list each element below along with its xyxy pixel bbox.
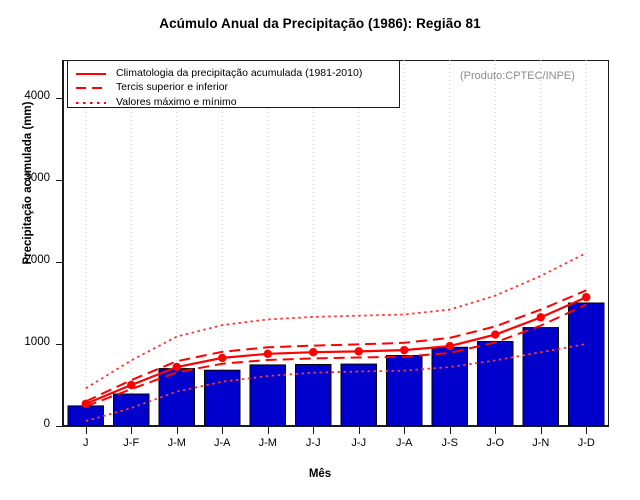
climatology-marker xyxy=(400,345,409,355)
bar xyxy=(295,364,332,427)
x-axis-tick xyxy=(449,427,451,434)
y-axis-label: 3000 xyxy=(24,172,50,184)
x-axis-label: J-J xyxy=(351,437,367,449)
x-axis-tick xyxy=(540,427,542,434)
tercil-curve xyxy=(85,289,587,403)
chart-canvas xyxy=(67,60,605,427)
x-axis-label: J-M xyxy=(258,437,277,449)
x-axis-label: J-M xyxy=(167,437,186,449)
x-axis-label: J-J xyxy=(305,437,321,449)
legend-label: Valores máximo e mínimo xyxy=(116,95,237,108)
climatology-marker xyxy=(263,349,272,359)
y-axis-label: 4000 xyxy=(24,90,50,102)
y-axis-title: Precipitação acumulada (mm) xyxy=(22,101,34,265)
chart-title: Acúmulo Anual da Precipitação (1986): Re… xyxy=(159,16,481,31)
climatology-marker xyxy=(309,348,318,357)
climatology-marker xyxy=(582,293,591,302)
y-axis-tick xyxy=(56,344,63,345)
x-axis-label: J-D xyxy=(577,437,595,449)
bar xyxy=(522,327,559,427)
climatology-marker xyxy=(81,399,90,409)
tercil-curve xyxy=(85,303,587,408)
chart-legend: Climatologia da precipitação acumulada (… xyxy=(67,60,400,108)
climatology-marker xyxy=(491,330,500,339)
x-axis-label: J-A xyxy=(214,437,231,449)
x-axis-tick xyxy=(176,427,178,434)
bar xyxy=(113,393,150,427)
x-axis-tick xyxy=(586,427,588,434)
x-axis-label: J-A xyxy=(396,437,413,449)
y-axis-label: 0 xyxy=(43,418,50,430)
x-axis-tick xyxy=(267,427,269,434)
bar xyxy=(67,405,104,427)
x-axis-label: J-F xyxy=(123,437,140,449)
x-axis-label: J-O xyxy=(486,437,505,449)
x-axis-tick xyxy=(222,427,224,434)
plot-frame xyxy=(63,60,609,426)
x-axis-line xyxy=(63,426,609,427)
solid-line-key xyxy=(74,67,108,79)
bar xyxy=(340,363,377,427)
climatology-marker xyxy=(218,353,227,363)
climatology-marker xyxy=(354,347,363,356)
y-axis-tick xyxy=(56,262,63,263)
bar xyxy=(204,369,241,427)
legend-item: Tercis superior e inferior xyxy=(74,81,393,95)
bar xyxy=(386,354,423,427)
y-axis-tick xyxy=(56,180,63,181)
product-annotation: (Produto:CPTEC/INPE) xyxy=(460,70,575,82)
x-axis-tick xyxy=(404,427,406,434)
x-axis-title: Mês xyxy=(308,468,332,480)
y-axis-label: 1000 xyxy=(24,336,50,348)
climatology-marker xyxy=(536,313,545,322)
x-axis-tick xyxy=(358,427,360,434)
legend-item: Valores máximo e mínimo xyxy=(74,95,393,109)
y-axis-tick xyxy=(56,98,63,99)
y-axis-line xyxy=(62,60,63,426)
y-axis-label: 2000 xyxy=(24,254,50,266)
legend-label: Climatologia da precipitação acumulada (… xyxy=(116,66,363,79)
x-axis-tick xyxy=(495,427,497,434)
dashed-line-key xyxy=(74,81,108,93)
extreme-curve xyxy=(85,252,587,390)
legend-item: Climatologia da precipitação acumulada (… xyxy=(74,66,393,80)
climatology-marker xyxy=(445,341,454,351)
x-axis-label: J-S xyxy=(441,437,459,449)
y-axis-tick xyxy=(56,426,63,427)
x-axis-label: J-N xyxy=(532,437,550,449)
climatology-marker xyxy=(127,380,136,390)
x-axis-tick xyxy=(85,427,87,434)
bar xyxy=(431,346,468,427)
climatology-marker xyxy=(172,362,181,372)
x-axis-tick xyxy=(313,427,315,434)
bar xyxy=(249,364,286,427)
bar xyxy=(477,341,514,427)
plot-area xyxy=(63,60,609,427)
x-axis-label: J xyxy=(83,437,89,449)
climatology-curve xyxy=(85,296,587,405)
bar xyxy=(568,302,605,427)
dotted-line-key xyxy=(74,96,108,108)
x-axis-tick xyxy=(131,427,133,434)
legend-label: Tercis superior e inferior xyxy=(116,81,229,94)
bar xyxy=(158,368,195,427)
